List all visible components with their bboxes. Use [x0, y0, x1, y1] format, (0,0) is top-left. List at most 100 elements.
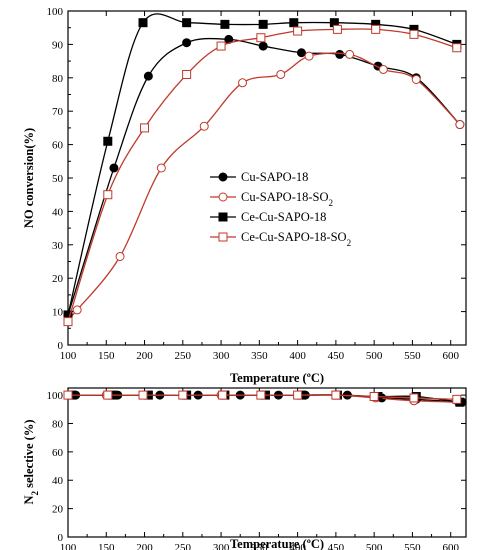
y-tick-label: 30	[52, 240, 64, 252]
data-point	[409, 29, 419, 39]
y-tick-label: 60	[52, 140, 64, 152]
legend-marker	[218, 172, 228, 182]
x-tick-label: 100	[60, 542, 77, 550]
data-point	[72, 305, 82, 315]
data-point	[335, 49, 345, 59]
data-point	[345, 49, 355, 59]
data-point	[218, 390, 228, 400]
x-tick-label: 550	[404, 350, 421, 362]
data-point	[378, 64, 388, 74]
x-tick-label: 150	[98, 542, 115, 550]
data-point	[103, 390, 113, 400]
data-point	[109, 163, 119, 173]
legend-label: Cu-SAPO-18	[241, 170, 308, 184]
y-tick-label: 20	[52, 504, 64, 516]
data-point	[304, 51, 314, 61]
n2-selectivity-panel: 100 150 200 250 300 350 400 450 500 550 600 0 20 40 60…	[22, 387, 467, 550]
y-tick-label: 40	[52, 475, 64, 487]
data-point	[331, 390, 341, 400]
x-tick-label: 400	[289, 350, 306, 362]
y-tick-label: 90	[52, 39, 64, 51]
data-point	[140, 123, 150, 133]
data-point	[276, 69, 286, 79]
legend-marker	[218, 192, 228, 202]
x-tick-label: 300	[213, 542, 230, 550]
no-conversion-panel: 100 150 200 250 300 350 400 450 500 550 600 0 10 20 30…	[22, 6, 467, 385]
data-point	[296, 48, 306, 58]
x-tick-label: 550	[404, 542, 421, 550]
data-point	[409, 393, 419, 403]
data-point	[63, 317, 73, 327]
y-tick-label: 0	[58, 340, 64, 352]
y-tick-label: 50	[52, 173, 64, 185]
data-point	[143, 71, 153, 81]
x-tick-label: 100	[60, 350, 77, 362]
data-point	[455, 120, 465, 130]
x-tick-label: 600	[442, 542, 459, 550]
data-point	[220, 19, 230, 29]
y-tick-label: 100	[47, 6, 64, 18]
legend-marker	[218, 212, 228, 222]
legend-label: Ce-Cu-SAPO-18	[241, 210, 326, 224]
y-axis-label: N2 selective (%)	[22, 419, 40, 504]
data-point	[182, 18, 192, 28]
series-line-2	[67, 13, 458, 316]
x-tick-label: 400	[289, 542, 306, 550]
y-tick-label: 10	[52, 307, 64, 319]
data-point	[332, 24, 342, 34]
data-point	[238, 78, 248, 88]
y-tick-label: 80	[52, 73, 64, 85]
x-tick-label: 200	[136, 350, 153, 362]
data-point	[411, 74, 421, 84]
y-axis-label: NO conversion(%)	[22, 128, 36, 228]
legend-label: Cu-SAPO-18-SO2	[241, 190, 333, 208]
data-point	[199, 121, 209, 131]
data-point	[103, 136, 113, 146]
data-point	[293, 26, 303, 36]
y-tick-label: 40	[52, 206, 64, 218]
data-point	[182, 69, 192, 79]
x-tick-label: 500	[366, 542, 383, 550]
data-point	[103, 190, 113, 200]
x-axis-label: Temperature (ºC)	[230, 371, 324, 385]
x-tick-label: 600	[442, 350, 459, 362]
data-point	[138, 18, 148, 28]
data-point	[293, 390, 303, 400]
data-point	[371, 24, 381, 34]
x-tick-label: 300	[213, 350, 230, 362]
data-point	[178, 390, 188, 400]
x-tick-label: 200	[136, 542, 153, 550]
series-line-1	[67, 52, 461, 319]
plot-frame	[67, 387, 467, 538]
data-point	[369, 392, 379, 402]
x-tick-label: 250	[175, 350, 192, 362]
data-point	[452, 394, 462, 404]
data-point	[115, 251, 125, 261]
data-point	[256, 33, 266, 43]
legend: Cu-SAPO-18 Cu-SAPO-18-SO2 Ce-Cu-SAPO-18 Ce-…	[210, 170, 351, 248]
x-tick-label: 350	[251, 350, 268, 362]
x-tick-label: 150	[98, 350, 115, 362]
data-point	[258, 41, 268, 51]
data-point	[182, 38, 192, 48]
x-tick-label: 450	[328, 542, 345, 550]
legend-marker	[218, 232, 228, 242]
legend-label: Ce-Cu-SAPO-18-SO2	[241, 230, 351, 248]
data-point	[138, 390, 148, 400]
data-point	[256, 390, 266, 400]
y-tick-label: 0	[58, 532, 64, 544]
x-tick-label: 500	[366, 350, 383, 362]
y-tick-label: 60	[52, 447, 64, 459]
x-tick-label: 350	[251, 542, 268, 550]
data-point	[452, 43, 462, 53]
data-point	[63, 390, 73, 400]
y-tick-label: 80	[52, 418, 64, 430]
data-point	[289, 18, 299, 28]
data-point	[156, 163, 166, 173]
y-tick-label: 100	[47, 390, 64, 402]
series-line-3	[67, 28, 458, 322]
x-axis-label: Temperature (ºC)	[230, 537, 324, 550]
y-tick-label: 20	[52, 273, 64, 285]
data-point	[258, 19, 268, 29]
